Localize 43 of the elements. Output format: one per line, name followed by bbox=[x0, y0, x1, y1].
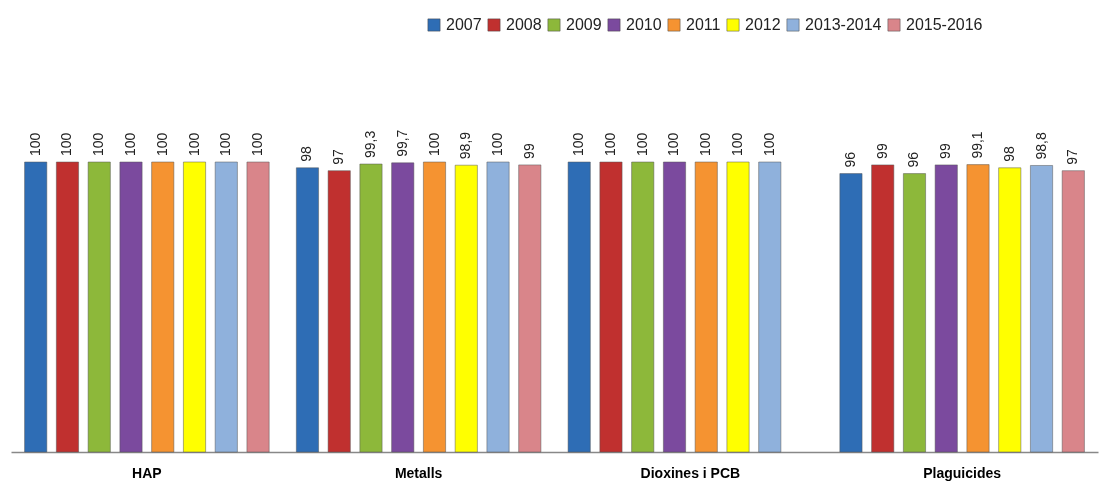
data-label: 100 bbox=[570, 132, 587, 156]
data-label: 100 bbox=[153, 132, 170, 156]
legend-label: 2015-2016 bbox=[906, 16, 983, 33]
legend-label: 2011 bbox=[686, 16, 721, 33]
data-label: 99 bbox=[937, 143, 954, 159]
data-label: 100 bbox=[665, 132, 682, 156]
data-label: 100 bbox=[185, 132, 202, 156]
data-label: 100 bbox=[425, 132, 442, 156]
data-label: 98 bbox=[1000, 146, 1017, 162]
data-label: 100 bbox=[489, 132, 506, 156]
data-label: 99 bbox=[873, 143, 890, 159]
legend-label: 2012 bbox=[745, 16, 781, 33]
data-label: 100 bbox=[26, 132, 43, 156]
data-label: 100 bbox=[729, 132, 746, 156]
data-label: 99 bbox=[520, 143, 537, 159]
data-label: 98,9 bbox=[457, 131, 474, 160]
data-label: 96 bbox=[905, 151, 922, 168]
data-label: 100 bbox=[121, 132, 138, 156]
data-label: 100 bbox=[217, 132, 234, 156]
legend-label: 2010 bbox=[626, 16, 662, 33]
data-label: 99,3 bbox=[361, 130, 378, 159]
legend-label: 2008 bbox=[506, 16, 542, 33]
data-label: 97 bbox=[1064, 148, 1081, 165]
data-label: 100 bbox=[249, 132, 266, 156]
legend-label: 2009 bbox=[566, 16, 602, 33]
data-label: 100 bbox=[58, 132, 75, 156]
x-tick-label: Plaguicides bbox=[923, 464, 1002, 481]
data-label: 100 bbox=[90, 132, 107, 156]
legend-label: 2013-2014 bbox=[805, 16, 882, 33]
data-label: 100 bbox=[697, 132, 714, 156]
data-label: 100 bbox=[760, 132, 777, 156]
data-label: 100 bbox=[601, 132, 618, 156]
x-tick-label: Metalls bbox=[394, 464, 443, 481]
data-label: 98,8 bbox=[1032, 132, 1049, 160]
legend-label: 2007 bbox=[446, 16, 482, 33]
data-label: 99,7 bbox=[393, 129, 410, 157]
data-label: 96 bbox=[841, 151, 858, 168]
x-tick-label: HAP bbox=[132, 464, 162, 481]
data-label: 99,1 bbox=[969, 131, 986, 159]
data-label: 100 bbox=[633, 132, 650, 156]
data-label: 97 bbox=[330, 148, 347, 165]
data-label: 98 bbox=[298, 146, 315, 162]
x-tick-label: Dioxines i PCB bbox=[640, 464, 741, 481]
